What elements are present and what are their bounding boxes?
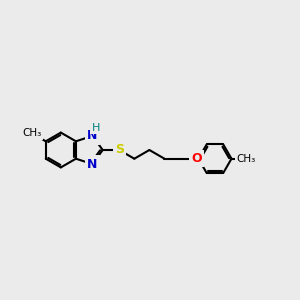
Text: H: H [92, 123, 100, 133]
Text: O: O [191, 152, 202, 165]
Text: CH₃: CH₃ [22, 128, 42, 139]
Text: N: N [87, 129, 98, 142]
Text: CH₃: CH₃ [237, 154, 256, 164]
Text: S: S [115, 143, 124, 157]
Text: N: N [87, 158, 98, 171]
